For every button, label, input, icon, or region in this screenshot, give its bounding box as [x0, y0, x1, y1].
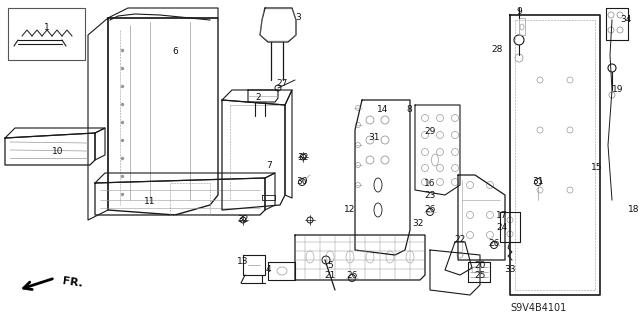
Text: 2: 2: [255, 93, 261, 101]
Text: 29: 29: [424, 128, 436, 137]
Text: 32: 32: [237, 216, 249, 225]
Text: 31: 31: [368, 133, 380, 143]
Text: 10: 10: [52, 146, 64, 155]
Text: 31: 31: [532, 177, 544, 187]
Text: 32: 32: [298, 152, 308, 161]
Text: S9V4B4101: S9V4B4101: [510, 303, 566, 313]
Text: 26: 26: [346, 271, 358, 279]
Text: 17: 17: [496, 211, 508, 219]
Text: 21: 21: [324, 271, 336, 279]
Text: 12: 12: [344, 205, 356, 214]
Text: 13: 13: [237, 256, 249, 265]
Text: 1: 1: [44, 24, 50, 33]
Text: 6: 6: [172, 48, 178, 56]
Text: 24: 24: [497, 224, 508, 233]
Text: 11: 11: [144, 197, 156, 205]
Text: 33: 33: [504, 265, 516, 275]
Text: FR.: FR.: [62, 276, 84, 288]
Text: 27: 27: [276, 79, 288, 88]
Text: 5: 5: [327, 262, 333, 271]
Text: 9: 9: [516, 8, 522, 17]
Text: 23: 23: [424, 191, 436, 201]
Text: 22: 22: [454, 235, 466, 244]
Text: 15: 15: [591, 164, 603, 173]
Text: 19: 19: [612, 85, 624, 94]
Text: 16: 16: [424, 179, 436, 188]
Text: 8: 8: [406, 106, 412, 115]
Text: 30: 30: [296, 177, 308, 187]
Text: 18: 18: [628, 205, 640, 214]
Text: 32: 32: [412, 219, 424, 228]
Text: 26: 26: [488, 239, 500, 248]
Text: 7: 7: [266, 160, 272, 169]
Text: 28: 28: [492, 46, 502, 55]
Text: 4: 4: [265, 265, 271, 275]
Text: 20: 20: [474, 261, 486, 270]
Text: 3: 3: [295, 13, 301, 23]
Text: 14: 14: [378, 106, 388, 115]
Text: 34: 34: [620, 16, 632, 25]
Text: 26: 26: [424, 205, 436, 214]
Text: 25: 25: [474, 271, 486, 279]
